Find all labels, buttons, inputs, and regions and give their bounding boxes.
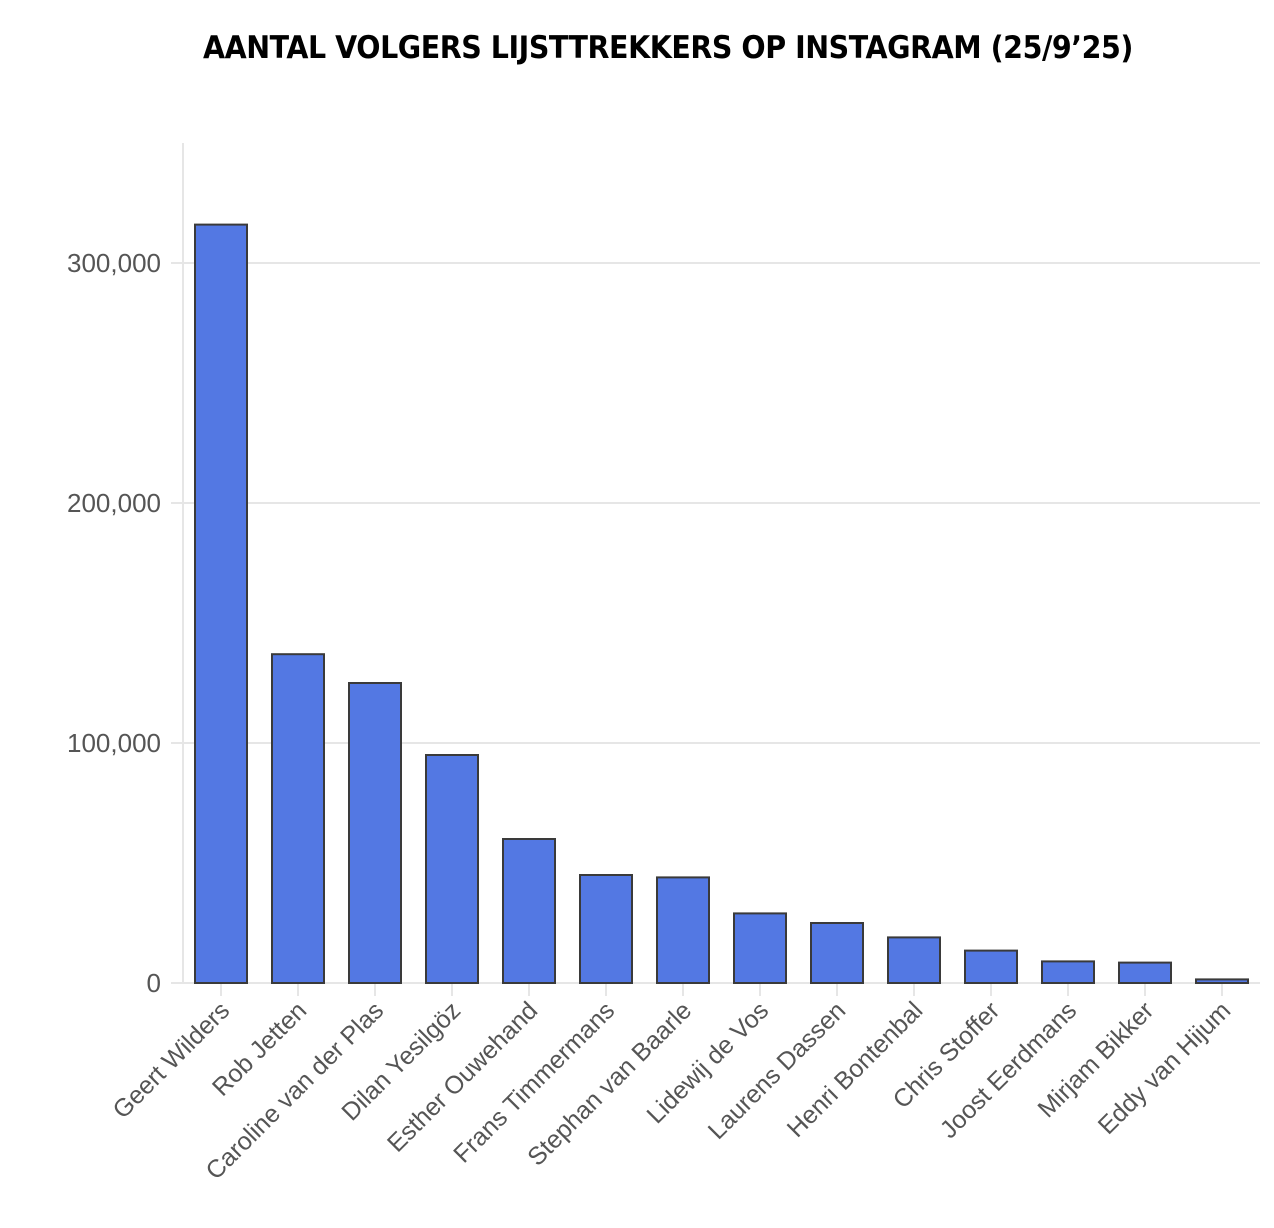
bar-esther-ouwehand bbox=[502, 838, 556, 984]
bar-lidewij-de-vos bbox=[733, 912, 787, 985]
bar-eddy-van-hijum bbox=[1195, 978, 1249, 985]
x-tick-label: Joost Eerdmans bbox=[935, 996, 1083, 1144]
bar-geert-wilders bbox=[194, 223, 248, 985]
y-axis-ticks: 0 100,000 200,000 300,000 bbox=[67, 248, 183, 998]
bar-laurens-dassen bbox=[810, 922, 864, 984]
bar-henri-bontenbal bbox=[887, 936, 941, 985]
bar-dilan-yesilg-z bbox=[425, 754, 479, 984]
bar-rob-jetten bbox=[271, 653, 325, 984]
x-tick-label: Geert Wilders bbox=[107, 996, 235, 1124]
bar-caroline-van-der-plas bbox=[348, 682, 402, 984]
x-tick-label: Henri Bontenbal bbox=[782, 996, 929, 1143]
x-tick-label: Eddy van Hijum bbox=[1093, 996, 1237, 1140]
bar-mirjam-bikker bbox=[1118, 961, 1172, 984]
x-tick-label: Laurens Dassen bbox=[703, 996, 852, 1145]
y-tick-label: 100,000 bbox=[67, 728, 161, 758]
bar-stephan-van-baarle bbox=[656, 876, 710, 985]
grid-lines bbox=[183, 262, 1260, 984]
bar-joost-eerdmans bbox=[1041, 960, 1095, 985]
chart-title: AANTAL VOLGERS LIJSTTREKKERS OP INSTAGRA… bbox=[202, 30, 1134, 66]
bar-frans-timmermans bbox=[579, 874, 633, 984]
y-tick-label: 200,000 bbox=[67, 488, 161, 518]
y-tick-label: 300,000 bbox=[67, 248, 161, 278]
y-tick-label: 0 bbox=[147, 968, 161, 998]
bar-chris-stoffer bbox=[964, 949, 1018, 984]
bars bbox=[194, 223, 1249, 985]
